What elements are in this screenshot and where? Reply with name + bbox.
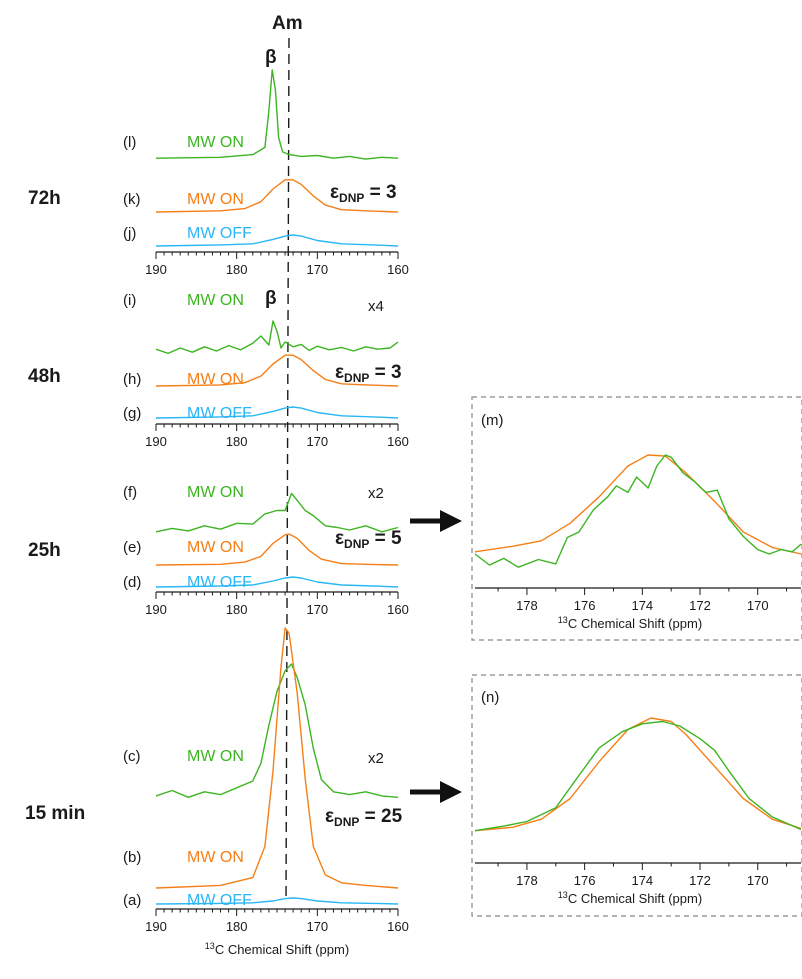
zoom-x-axis-title: 13C Chemical Shift (ppm) (558, 615, 702, 631)
spectra-plots: (l) MW ON (k) MW ON (j) MW OFF 190 180 170 160 εDN… (123, 70, 801, 957)
time-label-25h: 25h (28, 540, 61, 561)
trace-letter-b: (b) (123, 849, 141, 866)
x-tick-label: 190 (145, 919, 167, 934)
x-tick-label: 160 (387, 262, 409, 277)
trace-condition-k: MW ON (187, 191, 244, 208)
enhancement-factor: εDNP = 3 (335, 362, 402, 385)
beta-label-48h: β (265, 288, 277, 309)
time-label-48h: 48h (28, 366, 61, 387)
trace-condition-j: MW OFF (187, 225, 252, 242)
spectrum-i-line (156, 321, 398, 353)
x-tick-label: 190 (145, 602, 167, 617)
x-tick-label: 170 (306, 602, 328, 617)
trace-letter-d: (d) (123, 574, 141, 591)
trace-letter-i: (i) (123, 292, 136, 309)
trace-condition-i: MW ON (187, 292, 244, 309)
scale-multiplier: x4 (368, 298, 384, 315)
trace-letter-a: (a) (123, 892, 141, 909)
scale-multiplier: x2 (368, 485, 384, 502)
x-tick-label: 160 (387, 919, 409, 934)
zoom-tick-label: 178 (516, 873, 538, 888)
trace-condition-e: MW ON (187, 539, 244, 556)
beta-label-72h: β (265, 47, 277, 68)
zoom-panel-m-label: (m) (481, 412, 504, 429)
enhancement-factor: εDNP = 5 (335, 528, 402, 551)
x-tick-label: 170 (306, 919, 328, 934)
trace-letter-e: (e) (123, 539, 141, 556)
x-tick-label: 170 (306, 434, 328, 449)
x-tick-label: 180 (226, 434, 248, 449)
zoom-tick-label: 174 (631, 873, 653, 888)
zoom-spectrum-line (475, 455, 801, 567)
zoom-spectrum-line (475, 455, 801, 554)
zoom-tick-label: 176 (574, 598, 596, 613)
trace-condition-d: MW OFF (187, 574, 252, 591)
enhancement-factor: εDNP = 3 (330, 182, 397, 205)
zoom-spectrum-line (475, 718, 801, 831)
x-tick-label: 160 (387, 602, 409, 617)
x-tick-label: 180 (226, 919, 248, 934)
trace-condition-c: MW ON (187, 748, 244, 765)
x-tick-label: 190 (145, 262, 167, 277)
trace-condition-b: MW ON (187, 849, 244, 866)
right-arrow-icon (410, 510, 462, 532)
trace-letter-g: (g) (123, 405, 141, 422)
spectrum-c-line (156, 664, 398, 797)
am-label: Am (272, 13, 303, 34)
x-tick-label: 190 (145, 434, 167, 449)
trace-condition-f: MW ON (187, 484, 244, 501)
zoom-panel-n-label: (n) (481, 689, 499, 706)
zoom-spectrum-line (475, 722, 801, 831)
zoom-tick-label: 178 (516, 598, 538, 613)
zoom-tick-label: 174 (631, 598, 653, 613)
am-reference-line (286, 38, 289, 902)
zoom-tick-label: 172 (689, 873, 711, 888)
trace-letter-l: (l) (123, 134, 136, 151)
trace-letter-c: (c) (123, 748, 141, 765)
trace-condition-h: MW ON (187, 371, 244, 388)
right-arrow-icon (410, 781, 462, 803)
trace-condition-a: MW OFF (187, 892, 252, 909)
time-label-72h: 72h (28, 188, 61, 209)
zoom-tick-label: 170 (747, 598, 769, 613)
x-tick-label: 170 (306, 262, 328, 277)
zoom-tick-label: 170 (747, 873, 769, 888)
scale-multiplier: x2 (368, 750, 384, 767)
trace-letter-f: (f) (123, 484, 137, 501)
trace-condition-l: MW ON (187, 134, 244, 151)
trace-letter-j: (j) (123, 225, 136, 242)
trace-letter-h: (h) (123, 371, 141, 388)
trace-condition-g: MW OFF (187, 405, 252, 422)
x-tick-label: 160 (387, 434, 409, 449)
time-label-15min: 15 min (25, 803, 85, 824)
zoom-tick-label: 176 (574, 873, 596, 888)
trace-letter-k: (k) (123, 191, 141, 208)
x-tick-label: 180 (226, 262, 248, 277)
zoom-x-axis-title: 13C Chemical Shift (ppm) (558, 890, 702, 906)
enhancement-factor: εDNP = 25 (325, 806, 403, 829)
x-axis-title: 13C Chemical Shift (ppm) (205, 941, 349, 957)
x-tick-label: 180 (226, 602, 248, 617)
zoom-tick-label: 172 (689, 598, 711, 613)
